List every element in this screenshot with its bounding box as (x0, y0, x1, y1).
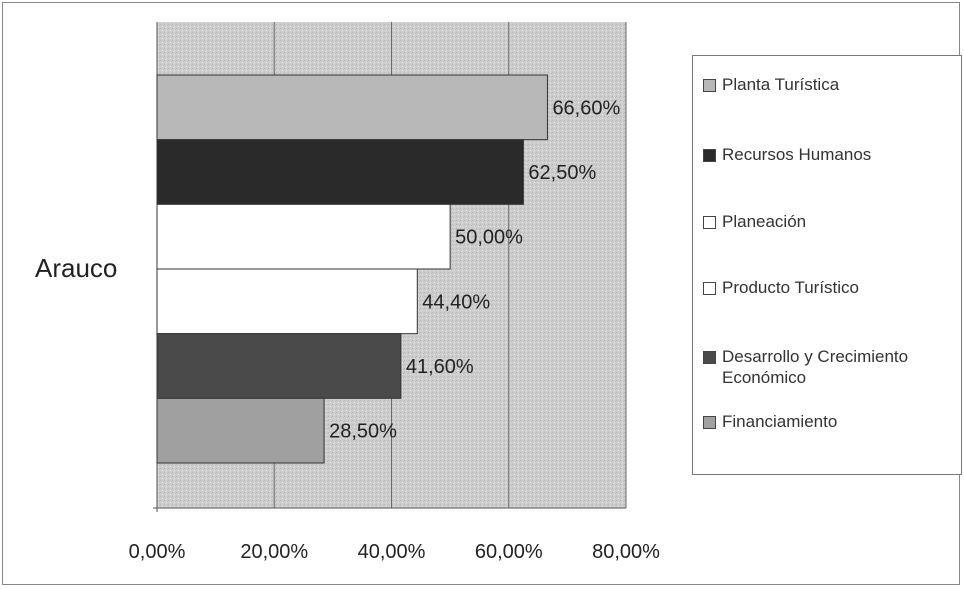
legend-item: Producto Turístico (703, 277, 957, 298)
x-tick-label: 40,00% (358, 541, 426, 563)
bar-1 (156, 74, 548, 141)
bar-3 (156, 203, 451, 270)
x-tick-label: 60,00% (475, 541, 543, 563)
legend-item: Planta Turística (703, 74, 957, 95)
legend-swatch (703, 282, 716, 295)
bar-2 (156, 139, 524, 205)
bar-6 (156, 397, 325, 464)
legend-label: Financiamiento (722, 412, 838, 431)
chart-legend: Planta Turística Recursos Humanos Planeaci… (692, 55, 962, 475)
data-label: 62,50% (528, 162, 596, 184)
data-label: 50,00% (455, 227, 523, 249)
bar-5 (156, 333, 402, 399)
legend-swatch (703, 79, 716, 92)
legend-label: Producto Turístico (722, 278, 860, 297)
data-label: 28,50% (329, 421, 397, 443)
legend-label: Planeación (722, 212, 807, 231)
legend-swatch (703, 216, 716, 229)
bar-4 (156, 268, 418, 335)
x-tick-label: 20,00% (240, 541, 308, 563)
legend-label: Recursos Humanos (722, 145, 872, 164)
legend-swatch (703, 351, 716, 364)
x-tick-label: 80,00% (592, 541, 660, 563)
data-label: 44,40% (422, 291, 490, 313)
legend-item: Financiamiento (703, 411, 957, 432)
legend-item: Desarrollo y Crecimiento Económico (703, 346, 957, 388)
legend-label: Planta Turística (722, 75, 840, 94)
legend-item: Planeación (703, 211, 957, 232)
data-label: 66,60% (552, 97, 620, 119)
x-tick-label: 0,00% (129, 541, 186, 563)
legend-label: Desarrollo y Crecimiento Económico (722, 347, 909, 387)
data-label: 41,60% (406, 356, 474, 378)
legend-swatch (703, 149, 716, 162)
legend-item: Recursos Humanos (703, 144, 957, 165)
category-label: Arauco (35, 253, 117, 283)
legend-swatch (703, 416, 716, 429)
